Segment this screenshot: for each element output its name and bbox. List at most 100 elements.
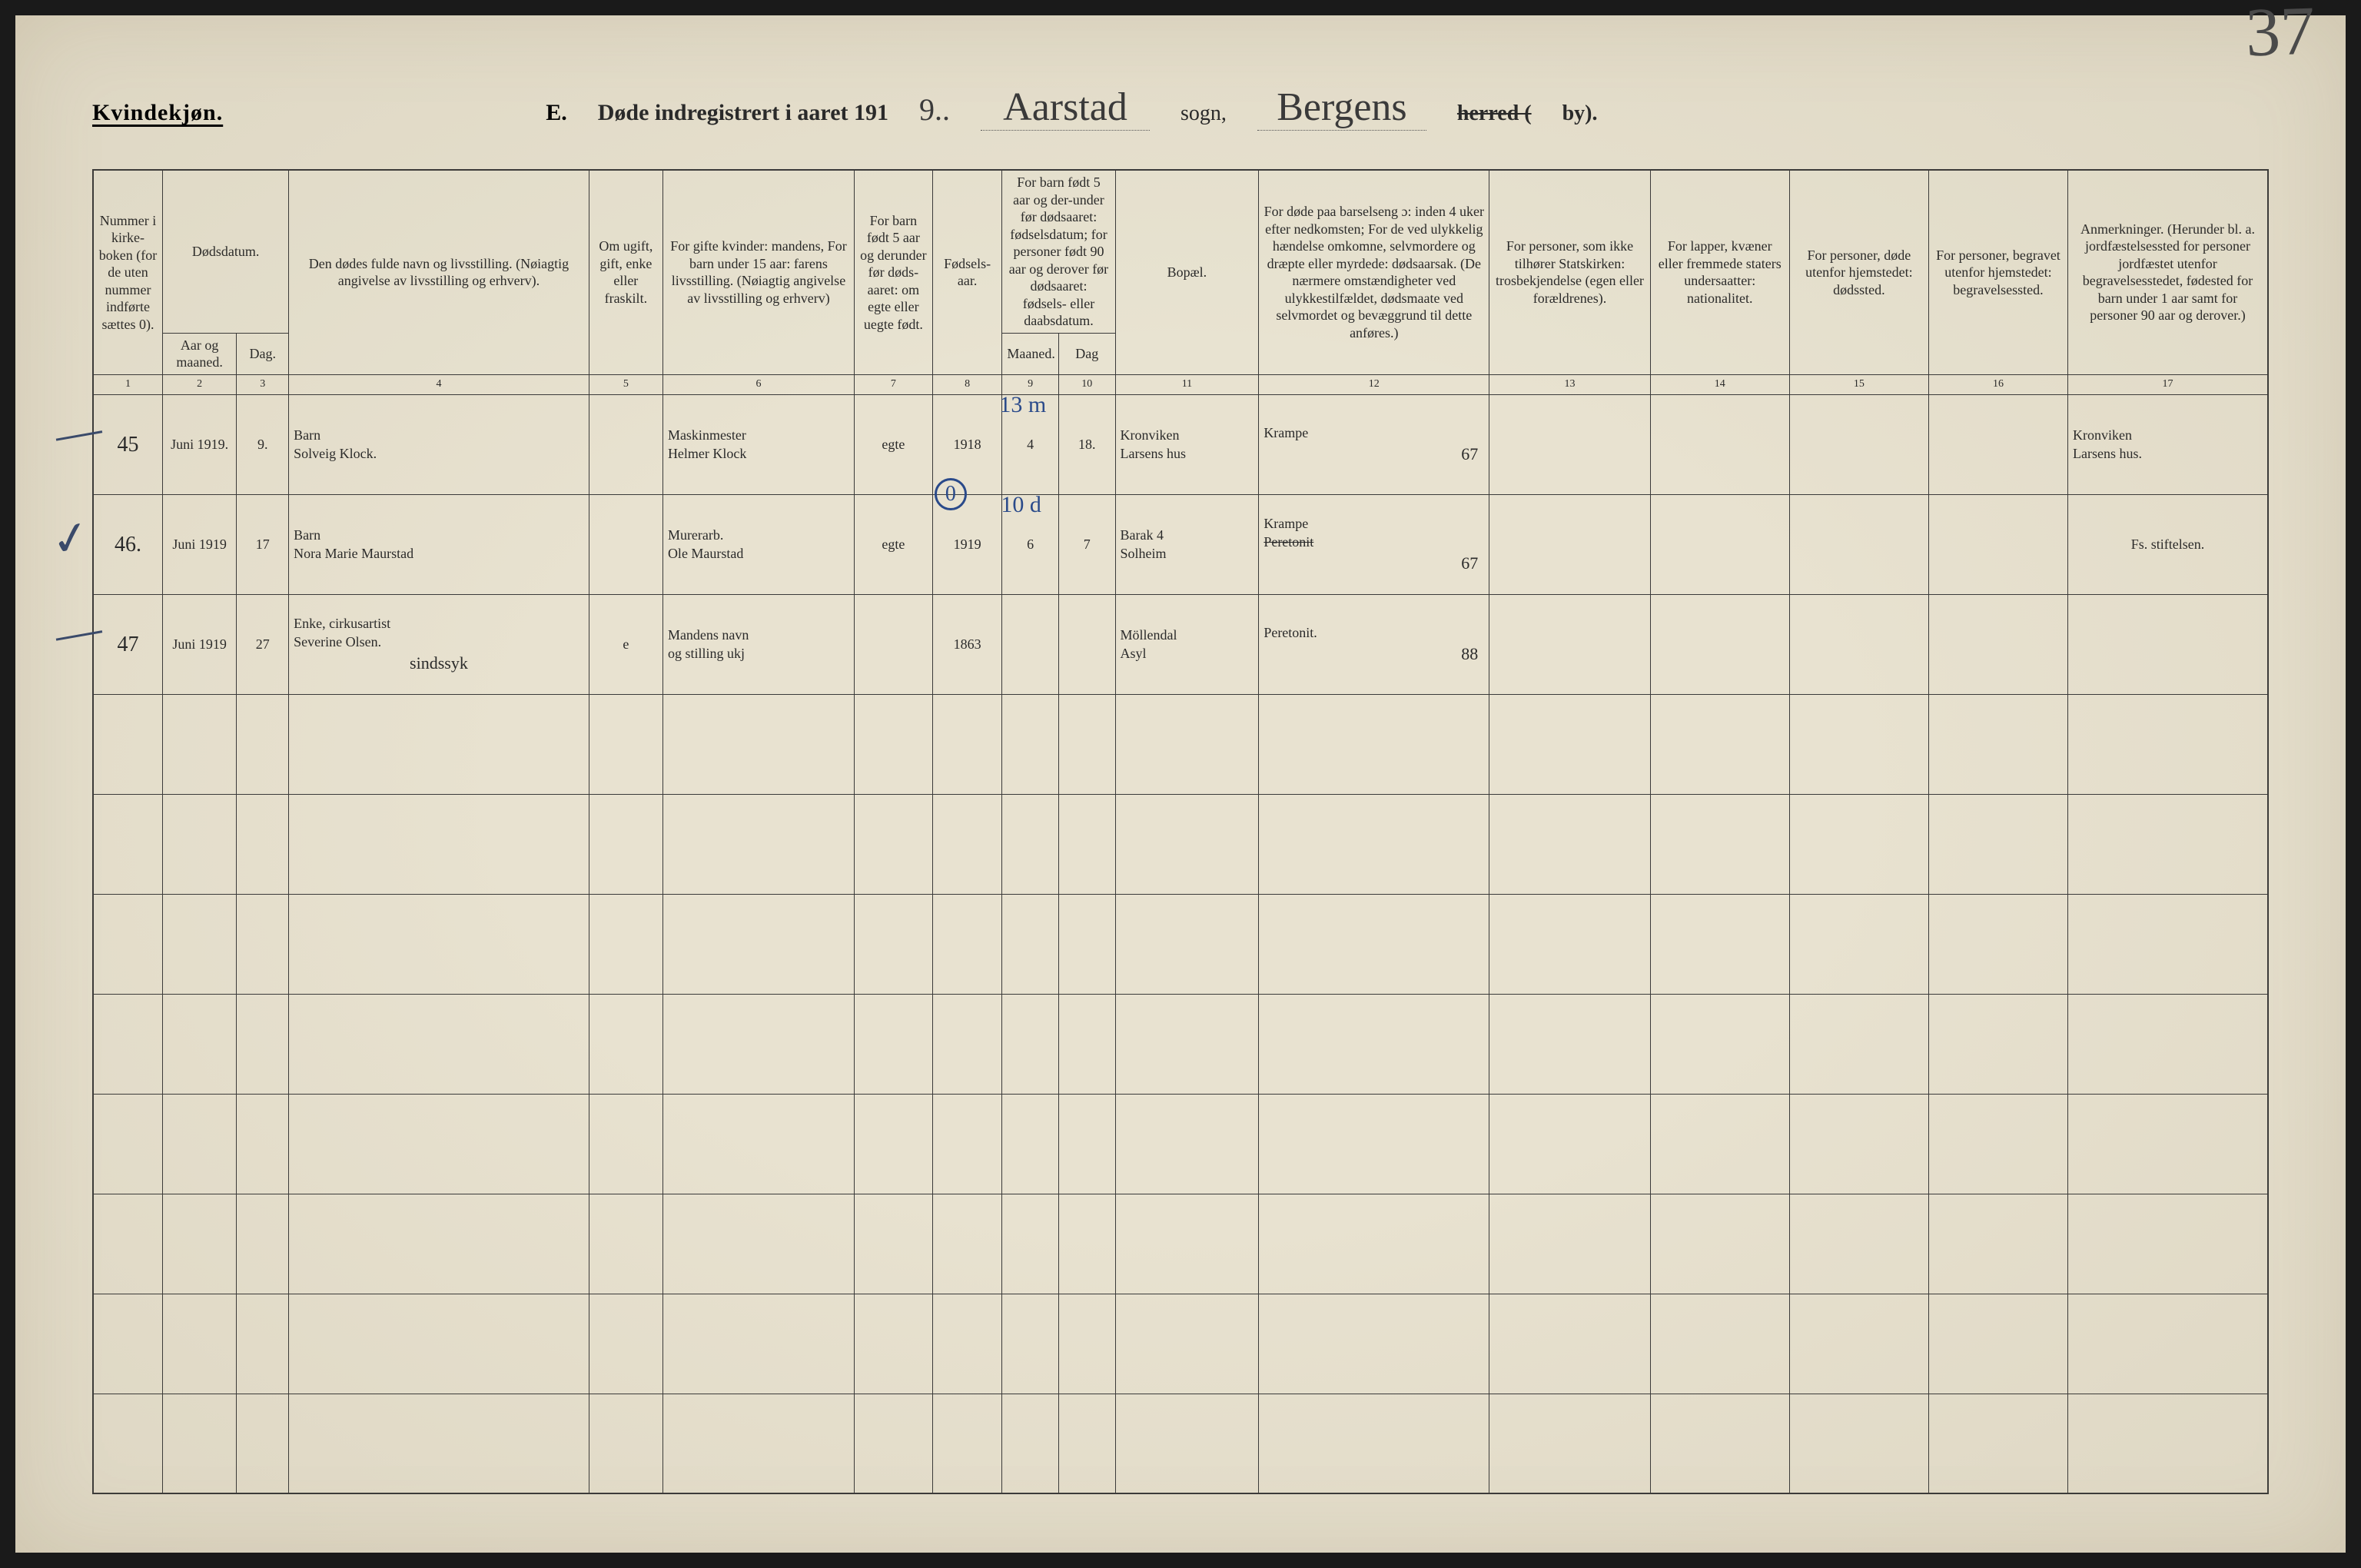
col-header: For personer, døde utenfor hjemstedet: d…: [1789, 170, 1928, 374]
empty-cell: [1489, 394, 1650, 494]
residence-2: Larsens hus: [1121, 445, 1186, 463]
colnum: 3: [237, 374, 289, 394]
colnum: 14: [1650, 374, 1789, 394]
birth-year: 1919: [954, 537, 981, 552]
marital-status: [589, 394, 662, 494]
col-header: For lapper, kvæner eller fremmede stater…: [1650, 170, 1789, 374]
colnum: 16: [1928, 374, 2067, 394]
table-row-empty: [93, 994, 2268, 1094]
table-row: — 45 Juni 1919. 9. Barn Solveig Klock. M…: [93, 394, 2268, 494]
col-header: For barn født 5 aar og derunder før døds…: [854, 170, 932, 374]
colnum: 7: [854, 374, 932, 394]
legitimacy: egte: [854, 394, 932, 494]
marital-status: e: [589, 594, 662, 694]
name-cell: Barn Solveig Klock.: [294, 427, 584, 463]
empty-cell: [1928, 394, 2067, 494]
residence-2: Asyl: [1121, 645, 1147, 663]
empty-cell: [1928, 594, 2067, 694]
table-row-empty: [93, 694, 2268, 794]
remarks: [2068, 594, 2268, 694]
column-number-row: 1 2 3 4 5 6 7 8 9 10 11 12 13 14 15 16 1…: [93, 374, 2268, 394]
table-row-empty: [93, 1294, 2268, 1394]
ledger-page: 3 7 Kvindekjøn. E. Døde indregistrert i a…: [15, 15, 2346, 1553]
col-header: For personer, begravet utenfor hjemstede…: [1928, 170, 2067, 374]
birth-month: [1002, 594, 1059, 694]
col-header: Om ugift, gift, enke eller fraskilt.: [589, 170, 662, 374]
father-cell: Maskinmester Helmer Klock: [668, 427, 849, 463]
remark-2: Larsens hus.: [2073, 445, 2142, 463]
ledger-table: Nummer i kirke-boken (for de uten nummer…: [92, 169, 2269, 1494]
death-day: 17: [237, 494, 289, 594]
birth-day: [1058, 594, 1115, 694]
entry-number: 46.: [115, 533, 141, 556]
cause-code: 88: [1461, 643, 1484, 665]
cause-cell: Krampe 67: [1264, 424, 1484, 464]
name: Severine Olsen.: [294, 633, 381, 651]
col-header: Bopæl.: [1115, 170, 1259, 374]
name: Nora Marie Maurstad: [294, 545, 413, 563]
residence-1: Barak 4: [1121, 527, 1164, 544]
father-name: Helmer Klock: [668, 445, 746, 463]
table-header: Nummer i kirke-boken (for de uten nummer…: [93, 170, 2268, 394]
legitimacy: egte: [854, 494, 932, 594]
death-day: 9.: [237, 394, 289, 494]
empty-cell: [1650, 594, 1789, 694]
col-header: Dag: [1058, 333, 1115, 374]
residence-cell: Kronviken Larsens hus: [1121, 427, 1254, 463]
sogn-value: Aarstad: [1003, 85, 1127, 130]
col-header: Maaned.: [1002, 333, 1059, 374]
death-year-month: Juni 1919.: [163, 394, 237, 494]
circle-annotation: 0: [935, 478, 967, 510]
birth-year: 1863: [932, 594, 1002, 694]
entry-number: 45: [118, 433, 139, 457]
death-year-month: Juni 1919: [163, 494, 237, 594]
empty-cell: [1650, 394, 1789, 494]
gender-label: Kvindekjøn.: [92, 100, 223, 126]
page-header: Kvindekjøn. E. Døde indregistrert i aare…: [92, 85, 2269, 131]
cause: Krampe: [1264, 424, 1308, 442]
remark-1: Kronviken: [2073, 427, 2132, 444]
col-header: Dødsdatum.: [163, 170, 289, 333]
empty-cell: [1650, 494, 1789, 594]
colnum: 6: [662, 374, 854, 394]
sogn-label: sogn,: [1180, 101, 1227, 126]
death-year-month: Juni 1919: [163, 594, 237, 694]
entry-number: 47: [118, 633, 139, 656]
birth-month: 4: [1027, 437, 1034, 452]
table-row-empty: [93, 894, 2268, 994]
colnum: 10: [1058, 374, 1115, 394]
empty-cell: [1789, 494, 1928, 594]
name-status: Barn: [294, 527, 320, 544]
margin-tick: ✓: [47, 507, 95, 571]
residence-cell: Möllendal Asyl: [1121, 626, 1254, 663]
colnum: 15: [1789, 374, 1928, 394]
margin-tick: —: [51, 599, 106, 663]
colnum: 12: [1259, 374, 1489, 394]
residence-1: Möllendal: [1121, 626, 1177, 644]
father-cell: Mandens navn og stilling ukj: [668, 626, 849, 663]
cause-code: 67: [1461, 553, 1484, 574]
father-occupation: Maskinmester: [668, 427, 746, 444]
col-header: For barn født 5 aar og der-under før død…: [1002, 170, 1115, 333]
father-occupation: Murerarb.: [668, 527, 723, 544]
remarks-cell: Kronviken Larsens hus.: [2073, 427, 2263, 463]
colnum: 11: [1115, 374, 1259, 394]
col-header: Den dødes fulde navn og livsstilling. (N…: [289, 170, 589, 374]
table-body: — 45 Juni 1919. 9. Barn Solveig Klock. M…: [93, 394, 2268, 1493]
death-day: 27: [237, 594, 289, 694]
table-row-empty: [93, 1394, 2268, 1493]
age-note: 10 d: [1001, 490, 1041, 520]
name: Solveig Klock.: [294, 445, 377, 463]
cause: Peretonit.: [1264, 624, 1317, 642]
table-row: — 47 Juni 1919 27 Enke, cirkusartist Sev…: [93, 594, 2268, 694]
page-number-handwritten: 37: [2244, 0, 2316, 73]
remarks: Fs. stiftelsen.: [2068, 494, 2268, 594]
empty-cell: [1789, 394, 1928, 494]
birth-day: 7: [1058, 494, 1115, 594]
birth-month: 6: [1027, 537, 1034, 552]
colnum: 1: [93, 374, 163, 394]
age-note: 13 m: [999, 390, 1046, 420]
col-header: Nummer i kirke-boken (for de uten nummer…: [93, 170, 163, 374]
colnum: 5: [589, 374, 662, 394]
col-header: Aar og maaned.: [163, 333, 237, 374]
